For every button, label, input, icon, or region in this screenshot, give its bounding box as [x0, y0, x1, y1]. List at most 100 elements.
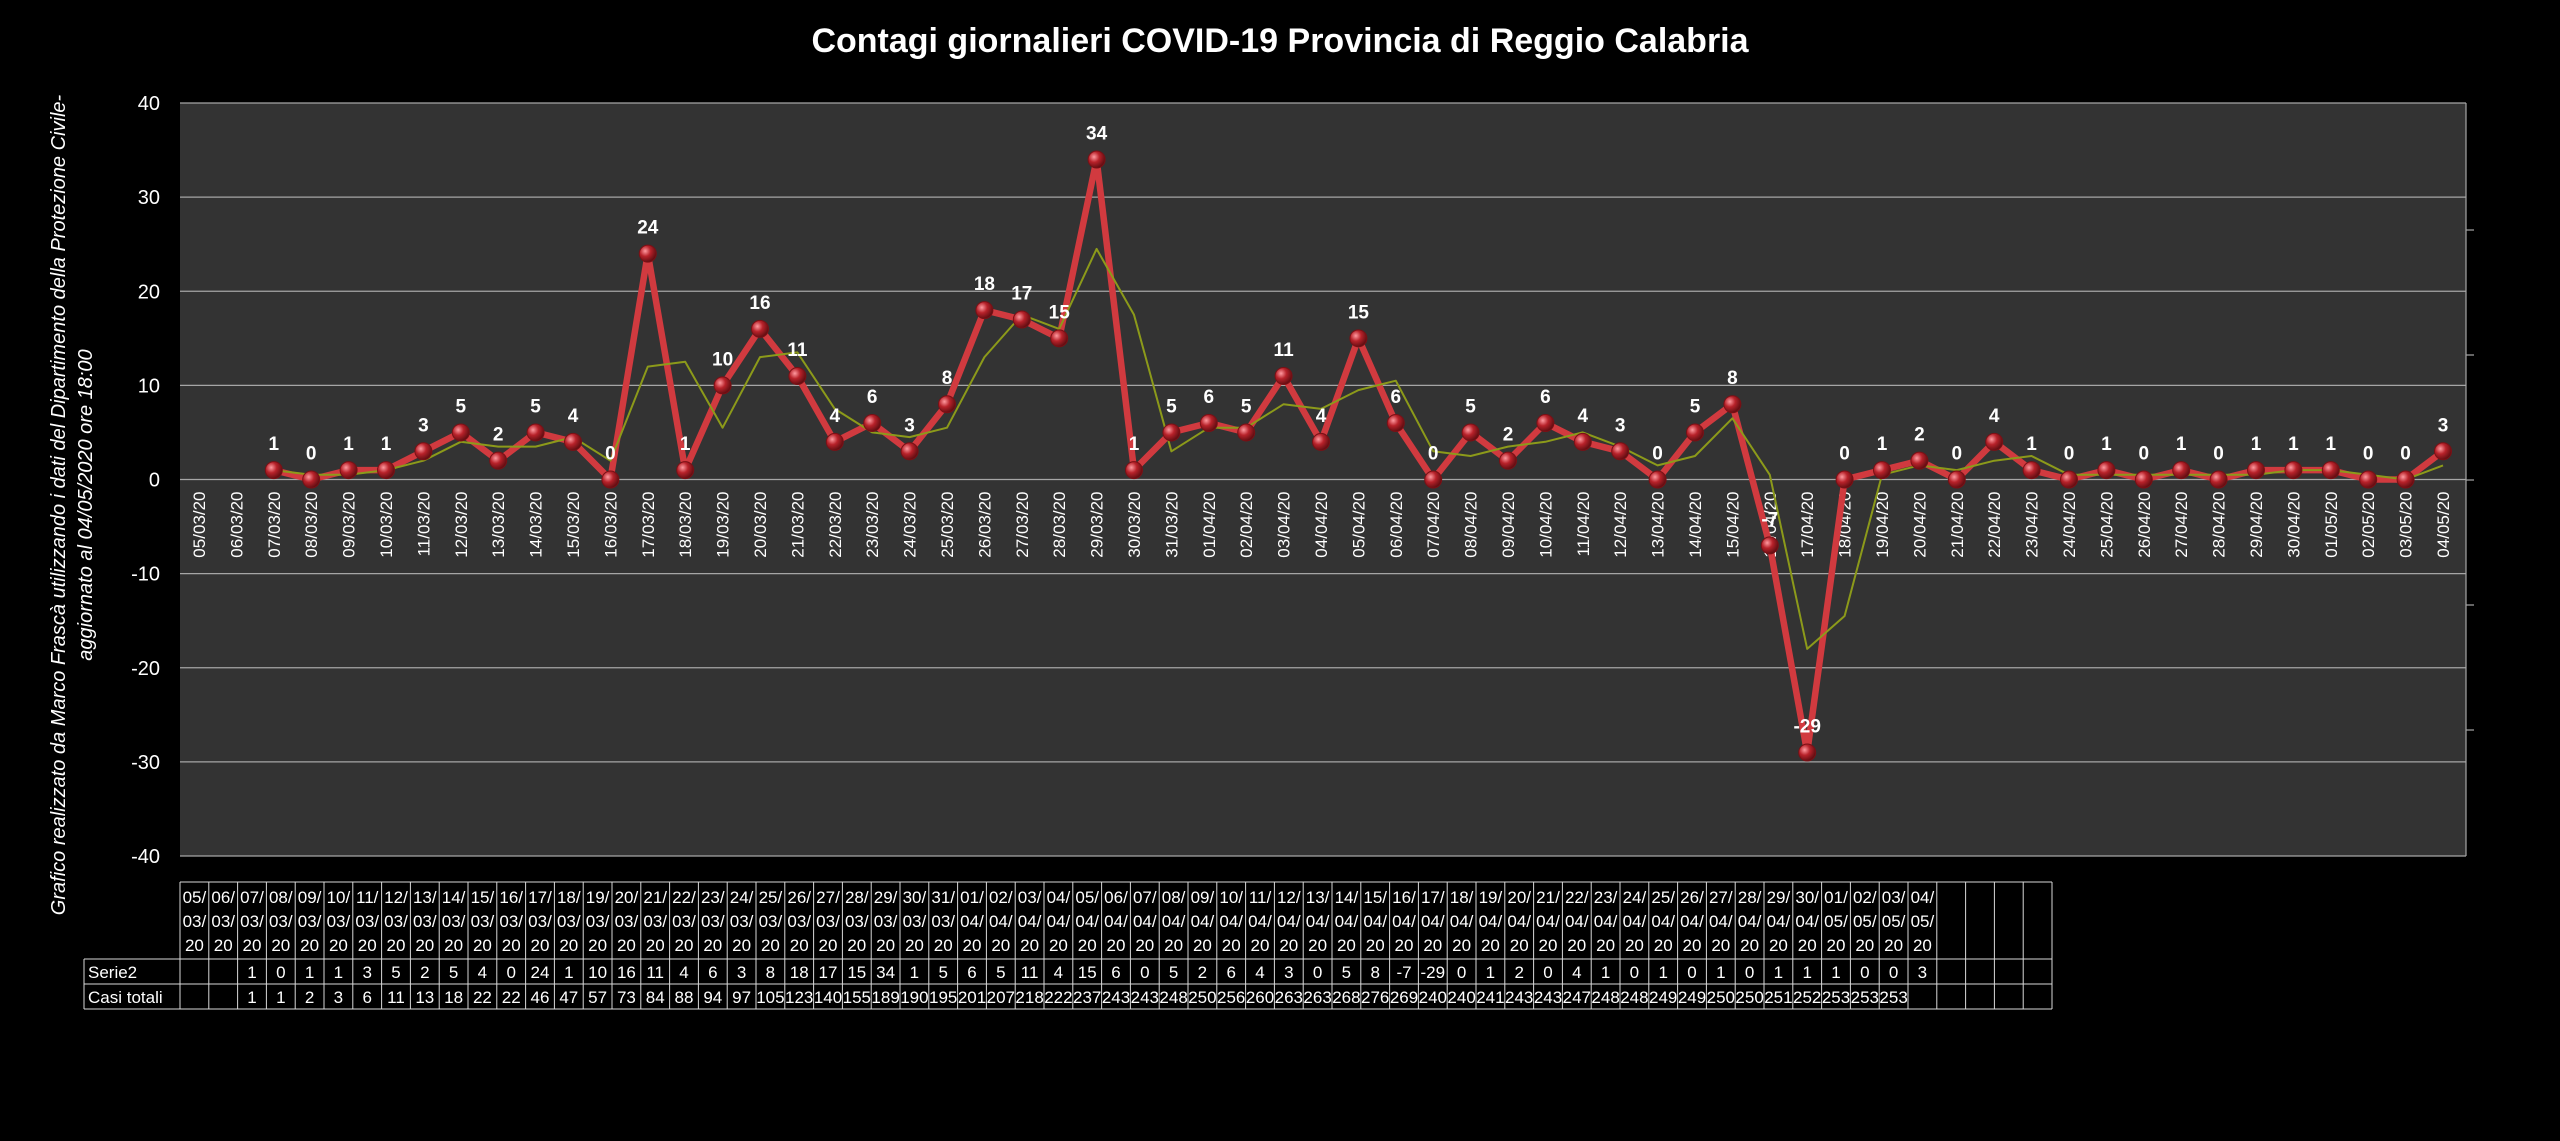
table-cell: 46 [531, 988, 550, 1007]
x-tick-label: 09/04/20 [1499, 492, 1518, 558]
data-label: 4 [568, 406, 579, 427]
table-cell: 5 [1169, 963, 1178, 982]
table-header-cell: 20 [473, 936, 492, 955]
x-tick-label: 14/03/20 [527, 492, 546, 558]
table-header-cell: 20 [271, 936, 290, 955]
x-tick-label: 03/05/20 [2397, 492, 2416, 558]
table-cell: 155 [843, 988, 871, 1007]
table-cell: 237 [1073, 988, 1101, 1007]
table-header-cell: 04/ [1738, 912, 1762, 931]
table-header-cell: 20 [1769, 936, 1788, 955]
table-header-cell: 20 [1654, 936, 1673, 955]
x-tick-label: 26/04/20 [2135, 492, 2154, 558]
data-point [1312, 432, 1330, 451]
table-header-cell: 04/ [1795, 912, 1819, 931]
table-cell: 4 [1054, 963, 1063, 982]
data-label: 8 [1727, 368, 1738, 389]
x-tick-label: 05/04/20 [1349, 492, 1368, 558]
x-tick-label: 07/03/20 [265, 492, 284, 558]
table-header-cell: 04/ [1767, 912, 1791, 931]
table-header-cell: 03/ [874, 912, 898, 931]
x-tick-label: 21/03/20 [788, 492, 807, 558]
table-cell: 8 [1370, 963, 1379, 982]
table-cell: 243 [1505, 988, 1533, 1007]
table-cell: 8 [766, 963, 775, 982]
table-header-cell: 20 [963, 936, 982, 955]
table-header-cell: 03/ [384, 912, 408, 931]
table-cell: 247 [1563, 988, 1591, 1007]
table-header-cell: 21/ [1536, 888, 1560, 907]
data-point [2097, 461, 2116, 480]
table-cell: 243 [1131, 988, 1159, 1007]
y-tick-label: 30 [138, 187, 160, 209]
table-header-cell: 04/ [989, 912, 1013, 931]
table-header-cell: 20 [876, 936, 895, 955]
data-point [1686, 423, 1704, 442]
table-header-cell: 22/ [672, 888, 696, 907]
table-header-cell: 20 [214, 936, 233, 955]
x-tick-label: 27/04/20 [2172, 492, 2191, 558]
table-header-cell: 04/ [1623, 912, 1647, 931]
data-label: 1 [2326, 434, 2337, 455]
table-header-cell: 20 [387, 936, 406, 955]
table-header-cell: 03/ [183, 912, 207, 931]
data-point [788, 366, 807, 385]
table-cell: 253 [1822, 988, 1850, 1007]
table-cell: 24 [531, 963, 550, 982]
side-note-line-2: aggiornato al 04/05/2020 ore 18:00 [75, 349, 97, 660]
table-header-cell: 20 [531, 936, 550, 955]
table-cell: 0 [1457, 963, 1466, 982]
x-tick-label: 30/04/20 [2284, 492, 2303, 558]
table-cell: 250 [1735, 988, 1763, 1007]
y-tick-label: 10 [138, 375, 160, 397]
table-cell: 6 [708, 963, 717, 982]
table-header-cell: 04/ [1651, 912, 1675, 931]
data-label: 1 [381, 434, 392, 455]
table-cell: 0 [1630, 963, 1639, 982]
table-header-cell: 04/ [1363, 912, 1387, 931]
table-header-cell: 20 [415, 936, 434, 955]
table-header-cell: 08/ [269, 888, 293, 907]
table-header-cell: 20 [1913, 936, 1932, 955]
x-tick-label: 04/04/20 [1312, 492, 1331, 558]
table-header-cell: 30/ [903, 888, 927, 907]
data-point [1199, 414, 1218, 433]
table-header-cell: 20 [1164, 936, 1183, 955]
table-cell: 260 [1246, 988, 1274, 1007]
table-cell: 207 [987, 988, 1015, 1007]
table-header-cell: 11/ [1249, 888, 1272, 907]
data-label: 2 [1503, 425, 1514, 446]
table-header-cell: 20 [1625, 936, 1644, 955]
table-header-cell: 26/ [787, 888, 811, 907]
data-label: 0 [1652, 444, 1663, 465]
table-header-cell: 20 [185, 936, 204, 955]
table-cell: 243 [1534, 988, 1562, 1007]
table-header-cell: 10/ [327, 888, 351, 907]
data-point [1798, 743, 1817, 762]
data-label: 5 [1465, 396, 1476, 417]
x-tick-label: 15/03/20 [564, 492, 583, 558]
data-label: 34 [1086, 123, 1108, 144]
x-tick-label: 19/04/20 [1873, 492, 1892, 558]
table-header-cell: 20 [1366, 936, 1385, 955]
table-cell: 2 [420, 963, 429, 982]
data-point [1424, 470, 1443, 489]
table-cell: 250 [1707, 988, 1735, 1007]
data-point [1386, 414, 1405, 433]
x-tick-label: 11/04/20 [1574, 492, 1593, 557]
x-tick-label: 08/04/20 [1462, 492, 1481, 558]
table-cell: 0 [506, 963, 515, 982]
data-point [526, 423, 545, 442]
table-cell: 57 [588, 988, 607, 1007]
y-tick-label: -40 [131, 846, 160, 868]
table-header-cell: 20 [1683, 936, 1702, 955]
data-point [1873, 461, 1891, 480]
data-point [302, 470, 321, 489]
x-tick-label: 28/03/20 [1050, 492, 1069, 558]
table-cell: 0 [1687, 963, 1696, 982]
table-header-cell: 20 [617, 936, 636, 955]
data-label: 0 [1428, 444, 1439, 465]
table-cell: 241 [1476, 988, 1504, 1007]
x-tick-label: 23/03/20 [863, 492, 882, 558]
x-tick-label: 19/03/20 [714, 492, 733, 558]
